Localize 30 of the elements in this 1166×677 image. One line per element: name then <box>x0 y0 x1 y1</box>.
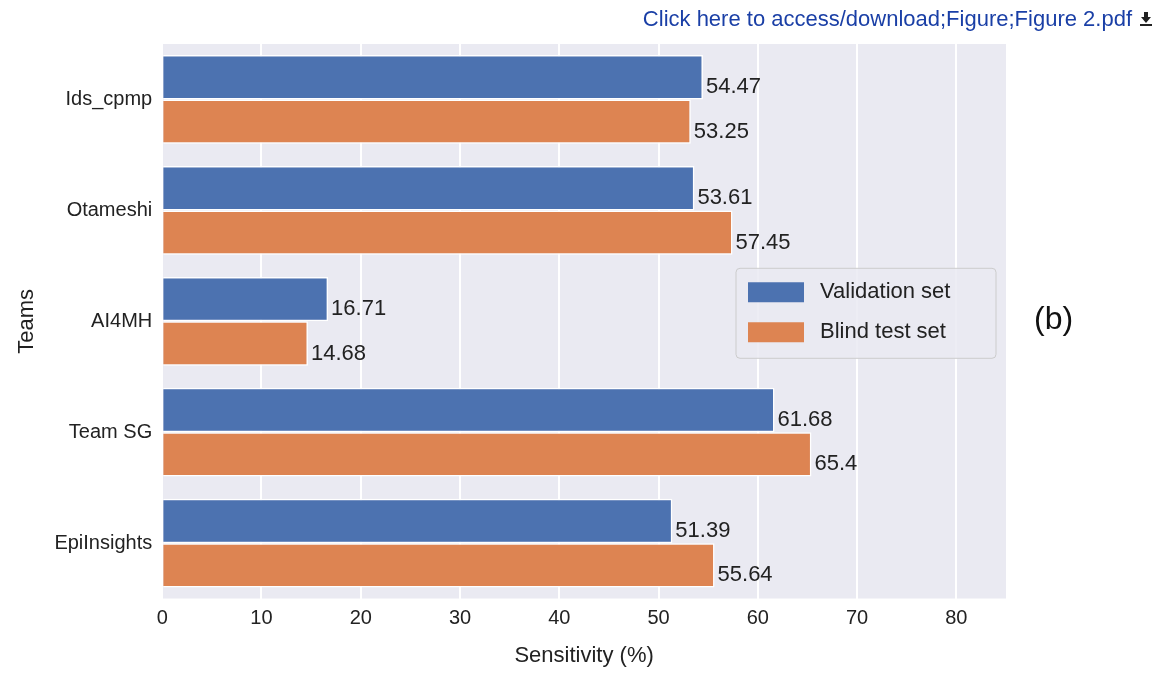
y-tick-label: Otameshi <box>66 197 153 220</box>
x-axis-title: Sensitivity (%) <box>514 641 654 667</box>
x-tick-label: 80 <box>945 606 968 629</box>
data-label: 16.71 <box>331 295 387 321</box>
data-label: 55.64 <box>717 561 773 587</box>
data-label: 57.45 <box>735 228 791 254</box>
data-label: 14.68 <box>310 339 367 365</box>
x-tick-label: 60 <box>746 606 769 629</box>
x-tick-label: 50 <box>647 606 670 629</box>
y-tick-label: Ids_cpmp <box>65 86 153 110</box>
legend-label: Validation set <box>820 278 951 304</box>
x-tick-label: 40 <box>548 606 571 629</box>
text: (b) <box>1034 300 1074 337</box>
data-label: 65.4 <box>814 450 858 476</box>
y-tick-label: Team SG <box>68 419 153 442</box>
data-label: 53.25 <box>693 117 749 143</box>
x-tick-label: 70 <box>845 606 869 629</box>
x-tick-label: 20 <box>349 606 372 629</box>
data-label: 54.47 <box>705 73 761 99</box>
y-tick-label: AI4MH <box>91 308 153 331</box>
data-label: 61.68 <box>777 406 833 432</box>
x-tick-label: 0 <box>156 606 168 629</box>
x-tick-label: 10 <box>250 606 273 629</box>
text: Click here to access/download;Figure;Figure 2.pdf <box>642 6 1132 32</box>
x-tick-label: 30 <box>448 606 472 629</box>
legend-label: Blind test set <box>820 318 946 344</box>
y-axis-title: Teams <box>13 288 39 354</box>
data-label: 53.61 <box>697 184 753 210</box>
y-tick-label: EpiInsights <box>54 530 153 553</box>
data-label: 51.39 <box>675 517 731 543</box>
